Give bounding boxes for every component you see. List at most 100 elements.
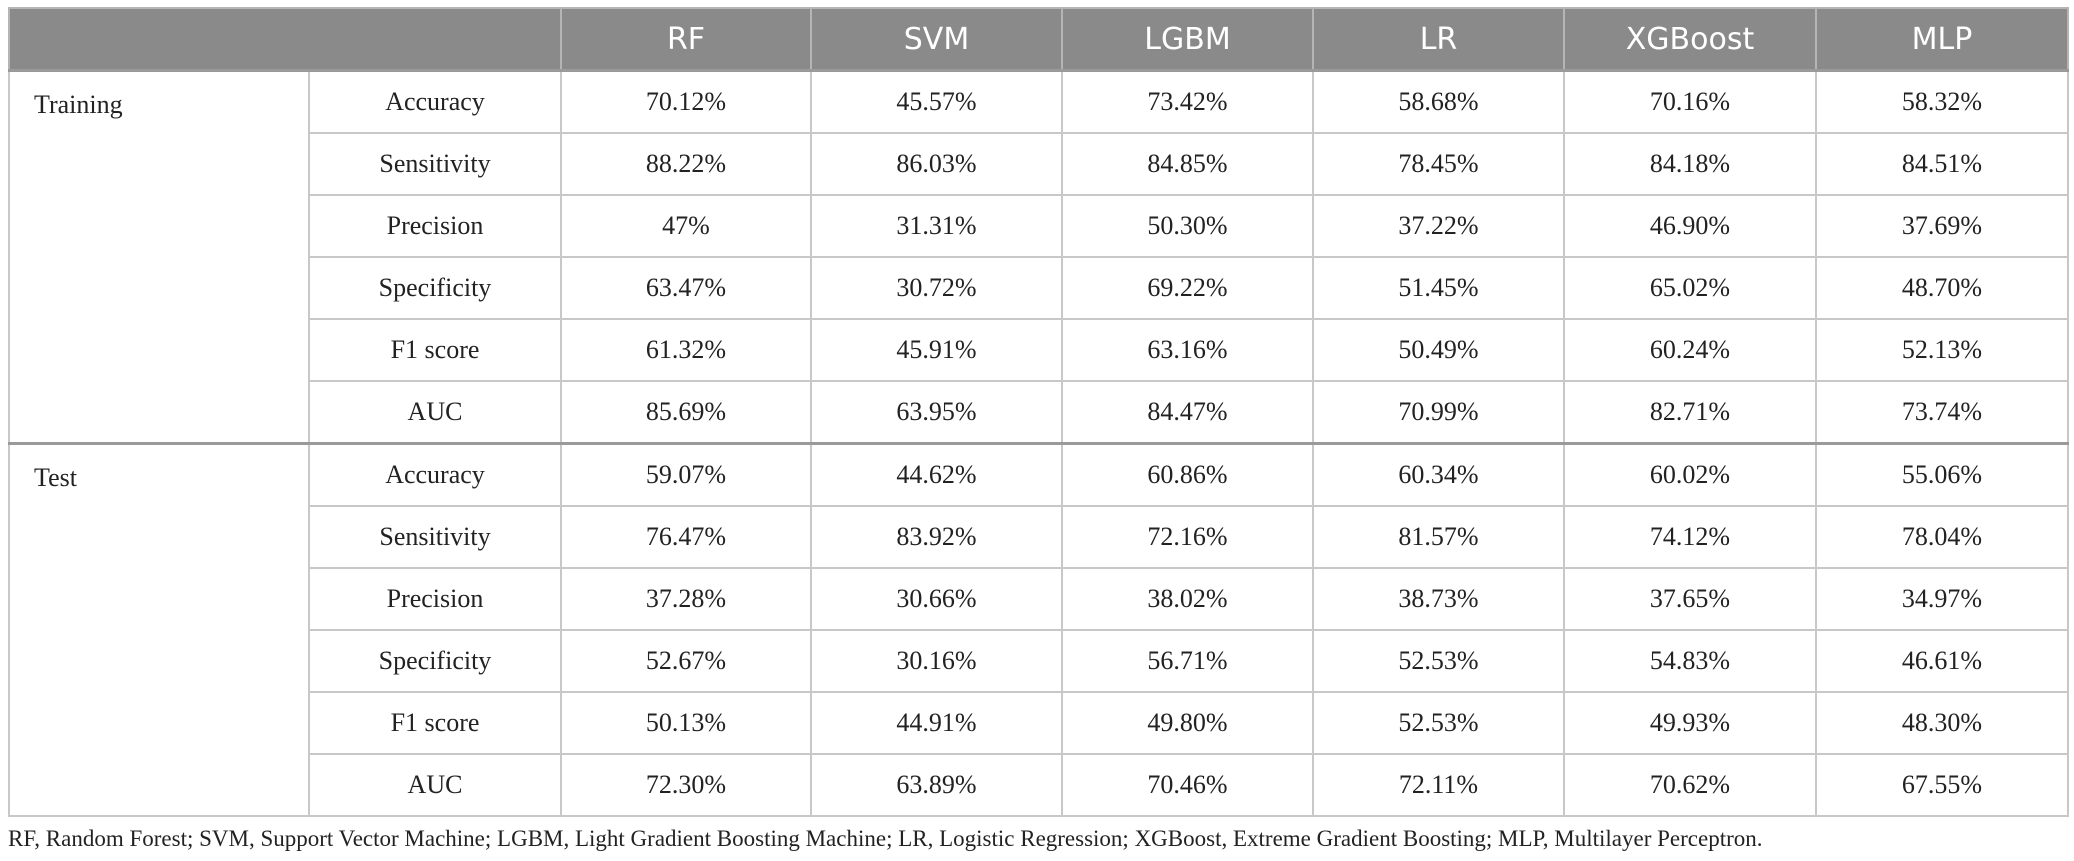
- cell-value: 59.07%: [560, 442, 812, 507]
- group-label: Test: [8, 442, 310, 817]
- table-row: Test Accuracy 59.07% 44.62% 60.86% 60.34% 60.0…: [8, 442, 2069, 817]
- cell-value: 85.69%: [560, 380, 812, 445]
- cell-value: 48.30%: [1815, 691, 2069, 755]
- cell-value: 52.67%: [560, 629, 812, 693]
- cell-value: 45.91%: [810, 318, 1063, 382]
- table-wrap: RF SVM LGBM LR XGBoost MLP Training Accuracy 70…: [8, 7, 2069, 817]
- cell-value: 86.03%: [810, 132, 1063, 196]
- cell-value: 52.53%: [1312, 691, 1565, 755]
- cell-value: 63.47%: [560, 256, 812, 320]
- cell-value: 46.61%: [1815, 629, 2069, 693]
- metric-label: F1 score: [308, 318, 562, 382]
- cell-value: 56.71%: [1061, 629, 1314, 693]
- metric-label: F1 score: [308, 691, 562, 755]
- cell-value: 76.47%: [560, 505, 812, 569]
- table-row: Precision 37.28% 30.66% 38.02% 38.73% 37.65% 3…: [9, 567, 2069, 631]
- table-row: AUC 72.30% 63.89% 70.46% 72.11% 70.62% 67.55%: [9, 753, 2069, 817]
- cell-value: 82.71%: [1563, 380, 1817, 445]
- cell-value: 78.04%: [1815, 505, 2069, 569]
- cell-value: 51.45%: [1312, 256, 1565, 320]
- cell-value: 46.90%: [1563, 194, 1817, 258]
- cell-value: 72.30%: [560, 753, 812, 817]
- cell-value: 30.72%: [810, 256, 1063, 320]
- cell-value: 69.22%: [1061, 256, 1314, 320]
- column-header: SVM: [810, 7, 1063, 72]
- cell-value: 60.34%: [1312, 442, 1565, 507]
- metric-label: Accuracy: [308, 442, 562, 507]
- cell-value: 38.02%: [1061, 567, 1314, 631]
- metric-label: Specificity: [308, 256, 562, 320]
- column-header: LR: [1312, 7, 1565, 72]
- cell-value: 70.99%: [1312, 380, 1565, 445]
- cell-value: 45.57%: [810, 69, 1063, 134]
- metric-label: Specificity: [308, 629, 562, 693]
- cell-value: 70.12%: [560, 69, 812, 134]
- cell-value: 30.66%: [810, 567, 1063, 631]
- cell-value: 65.02%: [1563, 256, 1817, 320]
- cell-value: 83.92%: [810, 505, 1063, 569]
- cell-value: 70.62%: [1563, 753, 1817, 817]
- column-header: XGBoost: [1563, 7, 1817, 72]
- cell-value: 58.68%: [1312, 69, 1565, 134]
- cell-value: 73.42%: [1061, 69, 1314, 134]
- cell-value: 84.51%: [1815, 132, 2069, 196]
- metric-label: Precision: [308, 567, 562, 631]
- cell-value: 37.28%: [560, 567, 812, 631]
- metric-label: Sensitivity: [308, 132, 562, 196]
- table-row: F1 score 50.13% 44.91% 49.80% 52.53% 49.93% 48…: [9, 691, 2069, 755]
- cell-value: 44.62%: [810, 442, 1063, 507]
- cell-value: 67.55%: [1815, 753, 2069, 817]
- cell-value: 70.16%: [1563, 69, 1817, 134]
- results-table: RF SVM LGBM LR XGBoost MLP Training Accuracy 70…: [8, 7, 2069, 817]
- table-row: F1 score 61.32% 45.91% 63.16% 50.49% 60.24% 52…: [9, 318, 2069, 382]
- footnote: RF, Random Forest; SVM, Support Vector M…: [8, 826, 1763, 851]
- cell-value: 72.16%: [1061, 505, 1314, 569]
- metric-label: Accuracy: [308, 69, 562, 134]
- column-header: LGBM: [1061, 7, 1314, 72]
- cell-value: 84.18%: [1563, 132, 1817, 196]
- table-row: Precision 47% 31.31% 50.30% 37.22% 46.90% 37.6…: [9, 194, 2069, 258]
- table-body: Training Accuracy 70.12% 45.57% 73.42% 58.68%…: [8, 69, 2069, 817]
- cell-value: 60.24%: [1563, 318, 1817, 382]
- cell-value: 50.49%: [1312, 318, 1565, 382]
- metric-label: AUC: [308, 753, 562, 817]
- cell-value: 47%: [560, 194, 812, 258]
- header-blank: [8, 7, 562, 72]
- cell-value: 54.83%: [1563, 629, 1817, 693]
- cell-value: 84.85%: [1061, 132, 1314, 196]
- cell-value: 48.70%: [1815, 256, 2069, 320]
- cell-value: 37.65%: [1563, 567, 1817, 631]
- cell-value: 52.53%: [1312, 629, 1565, 693]
- column-header: RF: [560, 7, 812, 72]
- cell-value: 60.86%: [1061, 442, 1314, 507]
- table-row: Training Accuracy 70.12% 45.57% 73.42% 58.68%…: [8, 69, 2069, 445]
- cell-value: 61.32%: [560, 318, 812, 382]
- cell-value: 44.91%: [810, 691, 1063, 755]
- metric-label: Precision: [308, 194, 562, 258]
- cell-value: 74.12%: [1563, 505, 1817, 569]
- metric-label: AUC: [308, 380, 562, 445]
- cell-value: 49.93%: [1563, 691, 1817, 755]
- cell-value: 73.74%: [1815, 380, 2069, 445]
- table-row: Specificity 63.47% 30.72% 69.22% 51.45% 65.02…: [9, 256, 2069, 320]
- cell-value: 52.13%: [1815, 318, 2069, 382]
- cell-value: 63.95%: [810, 380, 1063, 445]
- cell-value: 49.80%: [1061, 691, 1314, 755]
- table-row: Sensitivity 88.22% 86.03% 84.85% 78.45% 84.18…: [9, 132, 2069, 196]
- cell-value: 50.30%: [1061, 194, 1314, 258]
- cell-value: 30.16%: [810, 629, 1063, 693]
- cell-value: 34.97%: [1815, 567, 2069, 631]
- cell-value: 70.46%: [1061, 753, 1314, 817]
- cell-value: 58.32%: [1815, 69, 2069, 134]
- cell-value: 37.22%: [1312, 194, 1565, 258]
- cell-value: 84.47%: [1061, 380, 1314, 445]
- cell-value: 63.16%: [1061, 318, 1314, 382]
- cell-value: 55.06%: [1815, 442, 2069, 507]
- table-row: AUC 85.69% 63.95% 84.47% 70.99% 82.71% 73.74%: [9, 380, 2069, 445]
- cell-value: 72.11%: [1312, 753, 1565, 817]
- group-label: Training: [8, 69, 310, 445]
- cell-value: 63.89%: [810, 753, 1063, 817]
- table-row: Specificity 52.67% 30.16% 56.71% 52.53% 54.83…: [9, 629, 2069, 693]
- cell-value: 78.45%: [1312, 132, 1565, 196]
